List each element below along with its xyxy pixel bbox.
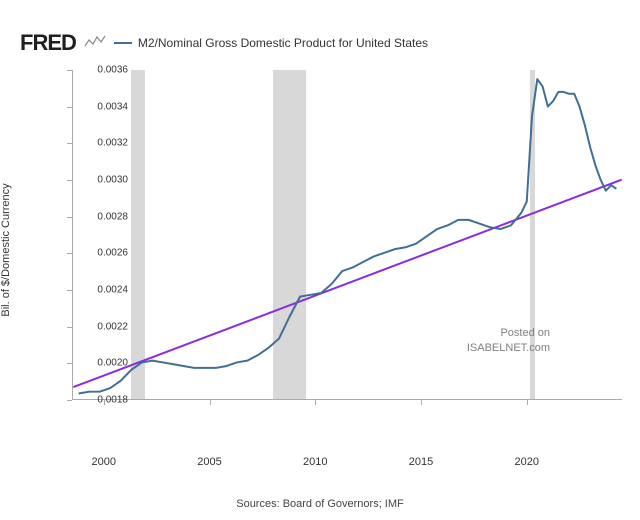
y-tick-label: 0.0030 <box>74 175 128 186</box>
legend: M2/Nominal Gross Domestic Product for Un… <box>114 36 428 50</box>
y-tick-label: 0.0022 <box>74 321 128 332</box>
x-tick-label: 2020 <box>515 456 539 468</box>
x-tick-label: 2010 <box>303 456 327 468</box>
watermark-line2: ISABELNET.com <box>467 341 550 355</box>
y-tick-label: 0.0018 <box>74 395 128 406</box>
x-tick-label: 2000 <box>91 456 115 468</box>
y-tick-label: 0.0026 <box>74 248 128 259</box>
y-tick-label: 0.0036 <box>74 65 128 76</box>
chart-sparkline-icon <box>84 34 106 53</box>
watermark: Posted on ISABELNET.com <box>467 326 550 355</box>
y-tick-label: 0.0028 <box>74 211 128 222</box>
x-tick-label: 2015 <box>409 456 433 468</box>
y-tick-label: 0.0032 <box>74 138 128 149</box>
legend-line-swatch <box>114 42 132 44</box>
y-tick-label: 0.0024 <box>74 285 128 296</box>
fred-logo: FRED <box>20 30 76 56</box>
legend-label: M2/Nominal Gross Domestic Product for Un… <box>138 36 428 50</box>
x-tick-label: 2005 <box>197 456 221 468</box>
chart: Bil. of $/Domestic Currency Posted on IS… <box>10 60 622 440</box>
y-tick-label: 0.0034 <box>74 101 128 112</box>
y-tick-label: 0.0020 <box>74 358 128 369</box>
trend-line <box>73 180 621 387</box>
watermark-line1: Posted on <box>467 326 550 340</box>
y-axis-label: Bil. of $/Domestic Currency <box>0 183 12 316</box>
source-text: Sources: Board of Governors; IMF <box>0 498 640 510</box>
plot-area: Posted on ISABELNET.com <box>72 70 622 400</box>
